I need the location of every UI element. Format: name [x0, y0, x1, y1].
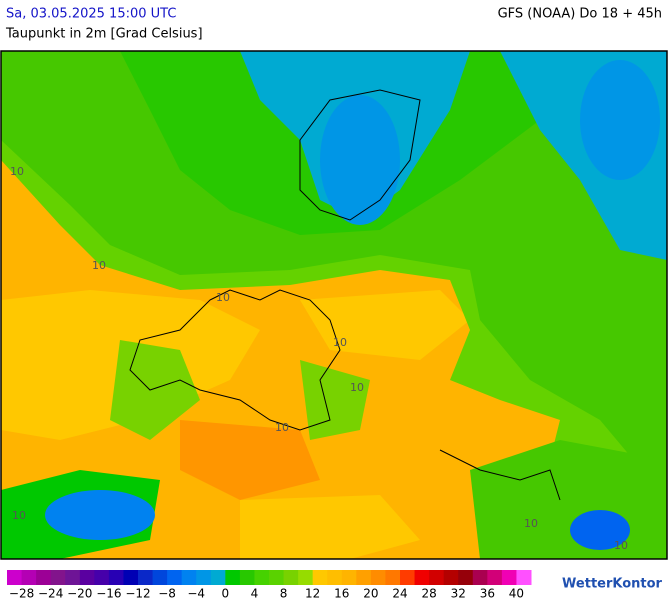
legend-swatch [167, 570, 183, 585]
legend-swatch [400, 570, 416, 585]
legend-tick-label: 8 [280, 587, 288, 601]
legend-swatch [138, 570, 154, 585]
legend-swatch [487, 570, 503, 585]
legend-swatch [239, 570, 255, 585]
legend-tick-label: 40 [509, 587, 524, 601]
legend-tick-label: −8 [158, 587, 176, 601]
legend-swatch [472, 570, 488, 585]
legend-tick-label: 28 [421, 587, 436, 601]
legend-swatch [341, 570, 357, 585]
contour-label: 10 [216, 291, 230, 304]
legend-swatch [225, 570, 241, 585]
legend-tick-label: −28 [9, 587, 34, 601]
logo: WetterKontor [562, 577, 663, 592]
map-frame [0, 50, 668, 560]
legend-tick-label: 12 [305, 587, 320, 601]
legend-tick-label: 24 [392, 587, 407, 601]
parameter-label: Taupunkt in 2m [Grad Celsius] [5, 27, 203, 42]
legend-swatch [516, 570, 532, 585]
legend-swatch [181, 570, 197, 585]
legend-tick-label: −20 [67, 587, 92, 601]
legend-swatch [327, 570, 343, 585]
legend-tick-label: −12 [125, 587, 150, 601]
legend-swatch [501, 570, 517, 585]
legend-swatch [312, 570, 328, 585]
date-label: Sa, 03.05.2025 15:00 UTC [6, 7, 176, 22]
legend-tick-label: 0 [222, 587, 230, 601]
legend-swatch [65, 570, 81, 585]
model-label: GFS (NOAA) Do 18 + 45h [498, 7, 662, 22]
legend-swatch [283, 570, 299, 585]
legend-tick-label: −16 [96, 587, 121, 601]
legend-tick-label: 4 [251, 587, 259, 601]
legend-swatch [108, 570, 124, 585]
contour-label: 10 [12, 509, 26, 522]
legend-swatch [429, 570, 445, 585]
contour-label: 10 [275, 421, 289, 434]
legend-swatch [7, 570, 23, 585]
legend-swatch [385, 570, 401, 585]
legend-swatch [21, 570, 37, 585]
contour-label: 10 [350, 381, 364, 394]
contour-label: 10 [92, 259, 106, 272]
legend-swatch [196, 570, 212, 585]
legend-swatch [298, 570, 314, 585]
legend-swatch [414, 570, 430, 585]
legend-swatch [254, 570, 270, 585]
legend-tick-label: 36 [480, 587, 495, 601]
legend-swatch [152, 570, 168, 585]
legend-swatch [370, 570, 386, 585]
legend-swatch [79, 570, 95, 585]
contour-label: 10 [333, 336, 347, 349]
legend-tick-label: 32 [451, 587, 466, 601]
contour-label: 10 [524, 517, 538, 530]
legend-swatch [50, 570, 66, 585]
legend-swatch [458, 570, 474, 585]
legend-swatch [94, 570, 110, 585]
contour-label: 10 [10, 165, 24, 178]
legend-swatch [210, 570, 226, 585]
legend-swatch [443, 570, 459, 585]
map-field [1, 51, 667, 559]
legend-tick-label: −4 [187, 587, 205, 601]
legend-swatch [356, 570, 372, 585]
legend-swatch [123, 570, 139, 585]
legend-tick-label: 16 [334, 587, 349, 601]
legend-swatch [36, 570, 52, 585]
legend-tick-label: −24 [38, 587, 63, 601]
contour-label: 10 [614, 539, 628, 552]
legend-tick-label: 20 [363, 587, 378, 601]
legend-swatch [269, 570, 285, 585]
